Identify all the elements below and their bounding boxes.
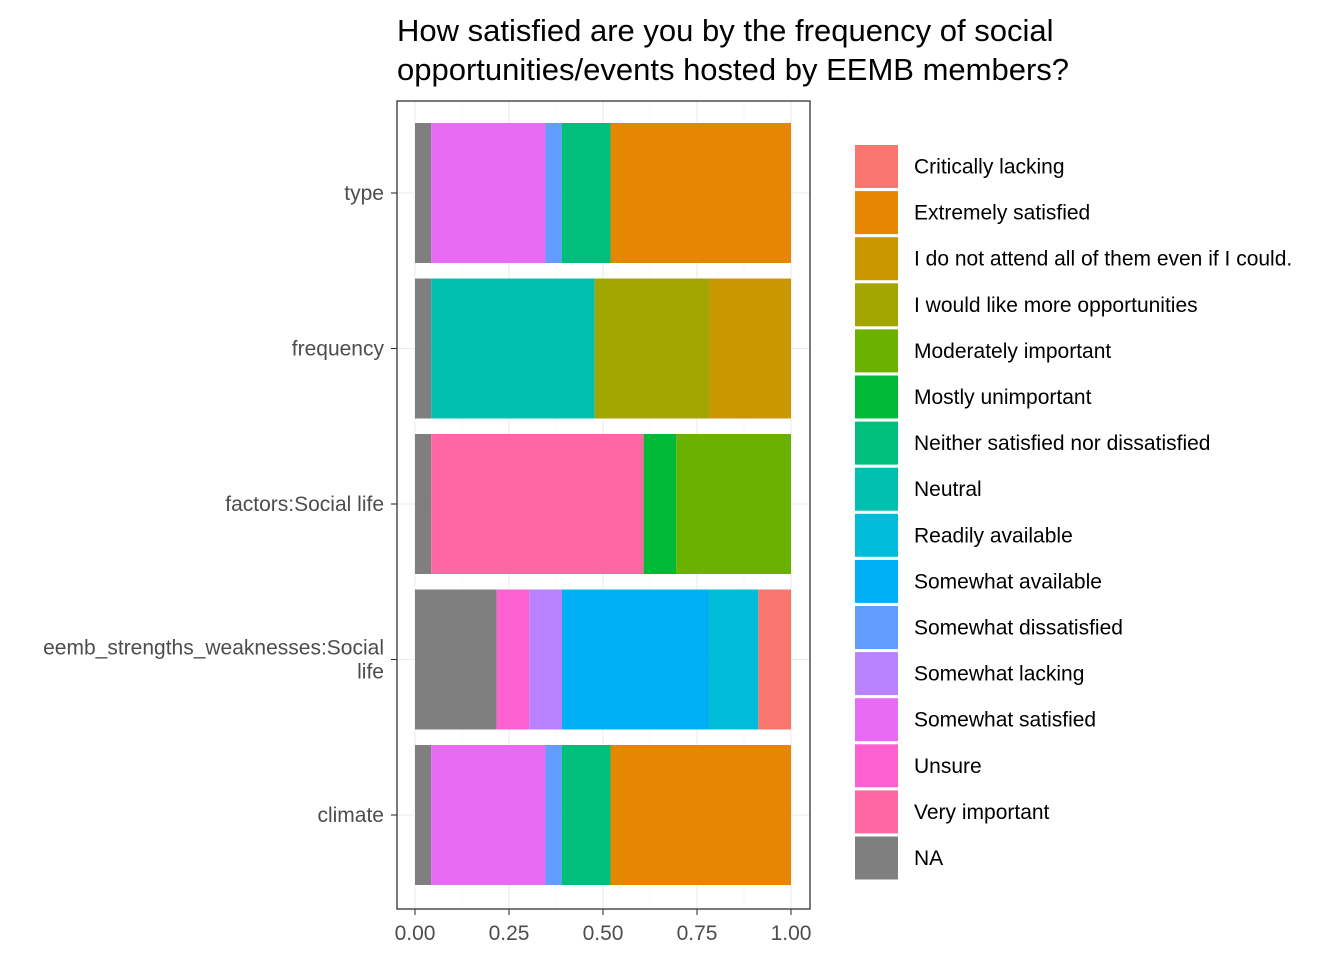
bar-segment-unsure (496, 589, 530, 730)
legend-item-critically-lacking: Critically lacking (855, 145, 1065, 188)
bar-factors-social-life (415, 434, 791, 574)
legend-label: Somewhat lacking (914, 663, 1084, 686)
legend-item-i-would-like-more-opportunities: I would like more opportunities (855, 283, 1198, 327)
legend-key (855, 191, 898, 235)
legend-label: Moderately important (914, 340, 1111, 363)
bar-segment-na (415, 589, 497, 730)
legend-key (855, 513, 898, 557)
bar-segment-somewhat-lacking (529, 589, 563, 730)
category-axis: type frequency factors:Social life eemb_str… (43, 182, 397, 827)
x-tick-label: 0.50 (583, 922, 624, 945)
bar-type (415, 123, 791, 263)
bar-segment-very-important (431, 434, 644, 574)
bar-segment-extremely-satisfied (610, 745, 791, 885)
bar-segment-na (415, 434, 432, 574)
legend-item-neutral: Neutral (855, 467, 982, 511)
legend-key (855, 237, 898, 281)
legend-key (855, 744, 898, 788)
legend-key (855, 559, 898, 603)
category-label: frequency (292, 338, 385, 361)
bar-segment-somewhat-satisfied (431, 745, 546, 885)
bar-segment-i-do-not-attend-all-of-them-even-if-i-could (709, 278, 791, 419)
bar-segment-extremely-satisfied (610, 123, 791, 263)
chart-title-line-2: opportunities/events hosted by EEMB memb… (397, 52, 1069, 87)
legend-label: Very important (914, 801, 1050, 824)
legend-label: Extremely satisfied (914, 202, 1090, 225)
bar-segment-na (415, 745, 432, 885)
legend-label: Somewhat satisfied (914, 709, 1096, 732)
legend-item-somewhat-satisfied: Somewhat satisfied (855, 698, 1096, 742)
legend-item-readily-available: Readily available (855, 513, 1073, 557)
bar-segment-neither-satisfied-nor-dissatisfied (561, 123, 611, 263)
category-label: factors:Social life (225, 493, 384, 516)
legend-label: I would like more opportunities (914, 294, 1198, 317)
x-tick-label: 0.75 (677, 922, 718, 945)
x-tick-label: 1.00 (771, 922, 812, 945)
x-axis: 0.00 0.25 0.50 0.75 1.00 (395, 909, 812, 945)
legend-key (855, 145, 898, 188)
bar-segment-mostly-unimportant (643, 434, 677, 574)
bar-segment-somewhat-satisfied (431, 123, 546, 263)
bar-eemb-strengths-weaknesses-social-life (415, 589, 791, 730)
bar-segment-na (415, 123, 432, 263)
bar-segment-na (415, 278, 432, 419)
bar-segment-somewhat-dissatisfied (545, 745, 562, 885)
legend-key (855, 329, 898, 373)
legend-key (855, 467, 898, 511)
legend-item-na: NA (855, 836, 943, 880)
bar-segment-moderately-important (676, 434, 791, 574)
legend-item-very-important: Very important (855, 790, 1050, 834)
category-label: eemb_strengths_weaknesses:Social (43, 637, 384, 660)
legend-item-somewhat-lacking: Somewhat lacking (855, 652, 1084, 696)
legend-label: Critically lacking (914, 156, 1065, 179)
legend-key (855, 283, 898, 327)
legend-item-somewhat-available: Somewhat available (855, 559, 1102, 603)
bar-segment-somewhat-dissatisfied (545, 123, 562, 263)
legend-label: Neutral (914, 478, 982, 501)
bar-segment-readily-available (709, 589, 759, 730)
legend-item-neither-satisfied-nor-dissatisfied: Neither satisfied nor dissatisfied (855, 421, 1210, 465)
legend-item-extremely-satisfied: Extremely satisfied (855, 191, 1090, 235)
legend-key (855, 698, 898, 742)
bar-climate (415, 745, 791, 885)
legend-label: Mostly unimportant (914, 386, 1092, 409)
legend-label: I do not attend all of them even if I co… (914, 248, 1292, 271)
legend-key (855, 790, 898, 834)
legend-key (855, 836, 898, 880)
legend-key (855, 606, 898, 649)
bar-segment-critically-lacking (758, 589, 791, 730)
legend-item-unsure: Unsure (855, 744, 982, 788)
chart-title: How satisfied are you by the frequency o… (397, 13, 1069, 87)
legend-key (855, 421, 898, 465)
bar-segment-neutral (431, 278, 595, 419)
bar-segment-somewhat-available (562, 589, 710, 730)
legend-label: Neither satisfied nor dissatisfied (914, 432, 1210, 455)
category-label: climate (317, 804, 384, 827)
x-tick-label: 0.00 (395, 922, 436, 945)
category-label: life (357, 661, 384, 684)
legend-item-somewhat-dissatisfied: Somewhat dissatisfied (855, 606, 1123, 649)
legend-label: NA (914, 847, 943, 870)
bar-segments (415, 123, 791, 885)
legend-item-moderately-important: Moderately important (855, 329, 1111, 373)
bar-segment-i-would-like-more-opportunities (594, 278, 710, 419)
category-label: type (344, 182, 384, 205)
bar-segment-neither-satisfied-nor-dissatisfied (561, 745, 611, 885)
legend-label: Somewhat available (914, 570, 1102, 593)
legend-key (855, 375, 898, 419)
legend-label: Readily available (914, 524, 1073, 547)
legend-label: Somewhat dissatisfied (914, 617, 1123, 640)
legend-item-i-do-not-attend-all-of-them-even-if-i-could: I do not attend all of them even if I co… (855, 237, 1292, 281)
chart-title-line-1: How satisfied are you by the frequency o… (397, 13, 1054, 48)
x-tick-label: 0.25 (489, 922, 530, 945)
bar-frequency (415, 278, 791, 419)
legend-item-mostly-unimportant: Mostly unimportant (855, 375, 1092, 419)
legend: Critically lacking Extremely satisfied I d… (855, 145, 1292, 880)
legend-key (855, 652, 898, 696)
legend-label: Unsure (914, 755, 982, 778)
